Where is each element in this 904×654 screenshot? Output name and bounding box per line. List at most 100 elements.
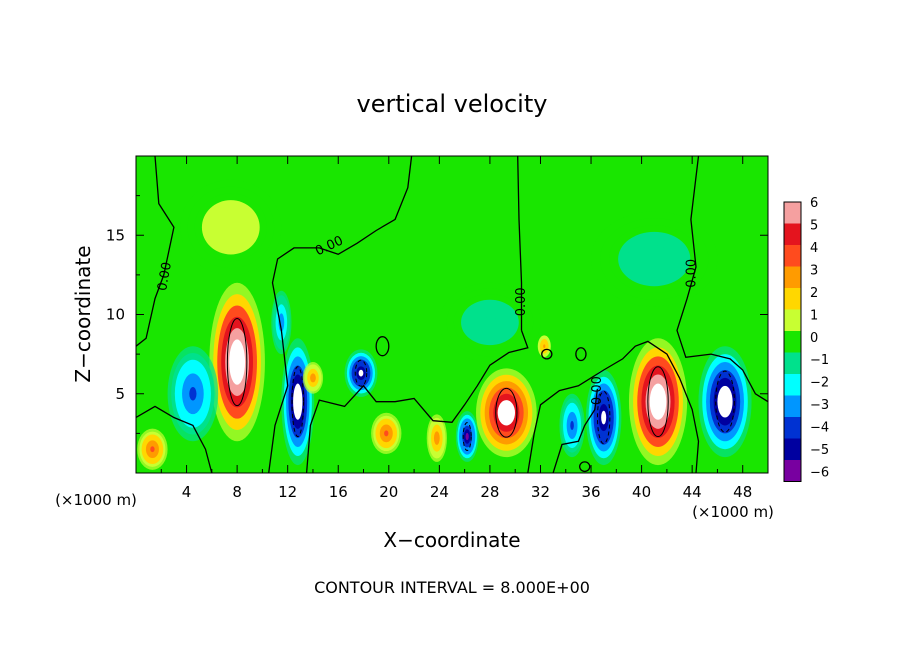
x-tick-label: 24: [430, 483, 449, 501]
downdraft-cell: [698, 346, 752, 458]
inner-contour: [596, 390, 611, 445]
zero-contour-line: [676, 156, 768, 403]
updraft-cell: [426, 414, 447, 462]
plot-area: 0.000.000.000.000.00: [136, 156, 768, 473]
field-band: [311, 375, 315, 381]
colorbar-swatch: [784, 417, 801, 439]
field-band: [358, 369, 364, 377]
zero-contour-line: [305, 330, 529, 473]
x-tick-label: 48: [733, 483, 752, 501]
y-tick-label: 15: [106, 226, 125, 244]
contour-interval-note: CONTOUR INTERVAL = 8.000E+00: [314, 578, 590, 597]
colorbar-swatch: [784, 223, 801, 245]
field-band: [721, 393, 729, 410]
field-band: [502, 406, 511, 420]
colorbar-label: 3: [810, 263, 818, 278]
colorbar-label: −1: [810, 353, 829, 368]
zero-contour-loop: [375, 336, 390, 357]
field-band: [543, 344, 546, 349]
updraft-cell: [302, 362, 324, 394]
y-tick-label: 5: [115, 385, 125, 403]
field-band: [189, 386, 197, 401]
inner-contour: [291, 366, 305, 438]
field-band: [150, 446, 155, 453]
contour-label: 0.00: [685, 259, 700, 288]
colorbar-swatch: [784, 288, 801, 310]
colorbar-swatch: [784, 266, 801, 288]
colorbar-label: −5: [810, 443, 829, 458]
downdraft-cell: [271, 290, 292, 355]
inner-contour: [226, 317, 248, 407]
field-band: [233, 350, 242, 374]
field-band: [653, 392, 663, 411]
contour-label: 0.00: [590, 376, 605, 405]
zero-contour-line: [268, 156, 413, 473]
colorbar-label: −3: [810, 398, 829, 413]
field-band: [295, 392, 301, 411]
field-band: [482, 316, 498, 329]
colorbar-label: 2: [810, 286, 818, 301]
colorbar-swatch: [784, 395, 801, 417]
colorbar-swatch: [784, 245, 801, 267]
colorbar-label: 0: [810, 331, 818, 346]
zero-contour-line: [552, 388, 599, 473]
velocity-field: [137, 179, 752, 470]
x-unit-label-left: (×1000 m): [55, 491, 137, 509]
x-tick-label: 8: [232, 483, 242, 501]
zero-contour-line: [136, 156, 175, 347]
colorbar-swatch: [784, 309, 801, 331]
colorbar-label: −2: [810, 376, 829, 391]
colorbar-frame: [783, 201, 802, 482]
field-band: [645, 252, 664, 266]
field-band: [384, 430, 389, 437]
colorbar-swatch: [784, 460, 801, 482]
y-axis-label: Z−coordinate: [71, 245, 95, 382]
zero-contour-line: [527, 340, 700, 473]
x-tick-label: 32: [531, 483, 550, 501]
zero-contours: 0.000.000.000.000.00: [136, 156, 768, 473]
colorbar-swatch: [784, 374, 801, 396]
zero-contour-loop: [575, 347, 587, 362]
updraft-cell: [209, 282, 265, 442]
colorbar: 6 5 4 3 2 1 0 −1 −2 −3 −4 −5 −6: [783, 196, 829, 482]
colorbar-swatch: [784, 352, 801, 374]
x-tick-label: 4: [182, 483, 192, 501]
inner-contour: [462, 422, 472, 451]
inner-contour: [354, 359, 368, 387]
chart-title: vertical velocity: [357, 90, 548, 118]
x-tick-label: 20: [379, 483, 398, 501]
updraft-cell: [536, 333, 552, 359]
contour-label: 0.00: [514, 287, 529, 316]
x-axis-label: X−coordinate: [383, 528, 520, 552]
x-tick-label: 12: [278, 483, 297, 501]
downdraft-cell: [591, 211, 718, 307]
x-tick-label: 40: [632, 483, 651, 501]
colorbar-label: −6: [810, 466, 829, 481]
x-tick-label: 36: [581, 483, 600, 501]
downdraft-cell: [167, 346, 219, 442]
y-axis: 5 10 15: [106, 195, 768, 434]
downdraft-cell: [585, 369, 622, 466]
field-band: [435, 434, 439, 442]
colorbar-label: 4: [810, 241, 818, 256]
downdraft-cell: [344, 349, 378, 397]
inner-contour: [715, 370, 735, 433]
contour-label: 0.00: [155, 261, 175, 292]
colorbar-swatch: [784, 331, 801, 353]
y-tick-label: 10: [106, 306, 125, 324]
zero-contour-loop: [541, 348, 553, 360]
inner-contour: [647, 366, 669, 438]
inner-contour: [495, 387, 518, 438]
colorbar-swatch: [784, 438, 801, 460]
x-unit-label-right: (×1000 m): [692, 503, 774, 521]
zero-contour-line: [517, 156, 523, 331]
updraft-cell: [137, 428, 168, 470]
downdraft-cell: [559, 393, 585, 458]
colorbar-label: 6: [810, 196, 818, 211]
downdraft-cell: [439, 282, 541, 363]
zero-contour-loop: [579, 461, 591, 473]
downdraft-cell: [455, 411, 479, 462]
updraft-cell: [628, 338, 688, 466]
x-tick-label: 16: [329, 483, 348, 501]
